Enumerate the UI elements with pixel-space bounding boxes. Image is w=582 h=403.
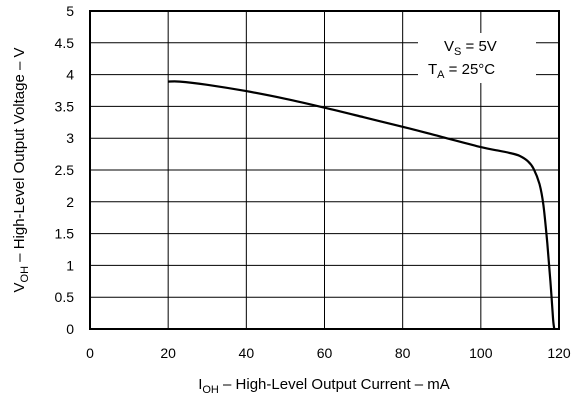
x-tick-label: 120 [547,345,571,361]
y-tick-label: 5 [66,3,74,19]
y-tick-label: 0.5 [55,289,75,305]
legend-box: VS = 5V TA = 25°C [418,33,536,83]
annotation-supply-voltage: VS = 5V [444,38,497,58]
x-axis-title: IOH – High-Level Output Current – mA [198,376,450,396]
plot-frame [89,10,560,330]
y-tick-label: 4.5 [55,35,75,51]
x-tick-label: 0 [86,345,94,361]
annotation-ambient-temperature: TA = 25°C [428,61,495,81]
y-tick-label: 3 [66,130,74,146]
x-tick-label: 100 [469,345,493,361]
grid [90,11,559,329]
y-tick-label: 2 [66,194,74,210]
x-tick-label: 60 [317,345,333,361]
y-tick-label: 1.5 [55,226,75,242]
x-tick-labels: 0 20 40 60 80 100 120 [86,345,571,361]
y-tick-label: 4 [66,67,74,83]
y-tick-label: 0 [66,321,74,337]
y-axis-title: VOH – High-Level Output Voltage – V [11,48,31,293]
x-tick-label: 40 [239,345,255,361]
y-tick-labels: 0 0.5 1 1.5 2 2.5 3 3.5 4 4.5 5 [55,3,75,337]
curves [168,80,556,330]
y-tick-label: 1 [66,257,74,273]
y-tick-label: 2.5 [55,162,75,178]
series-line [168,80,556,330]
x-tick-label: 80 [395,345,411,361]
x-tick-label: 20 [160,345,176,361]
y-tick-label: 3.5 [55,98,75,114]
legend-background [418,33,536,83]
